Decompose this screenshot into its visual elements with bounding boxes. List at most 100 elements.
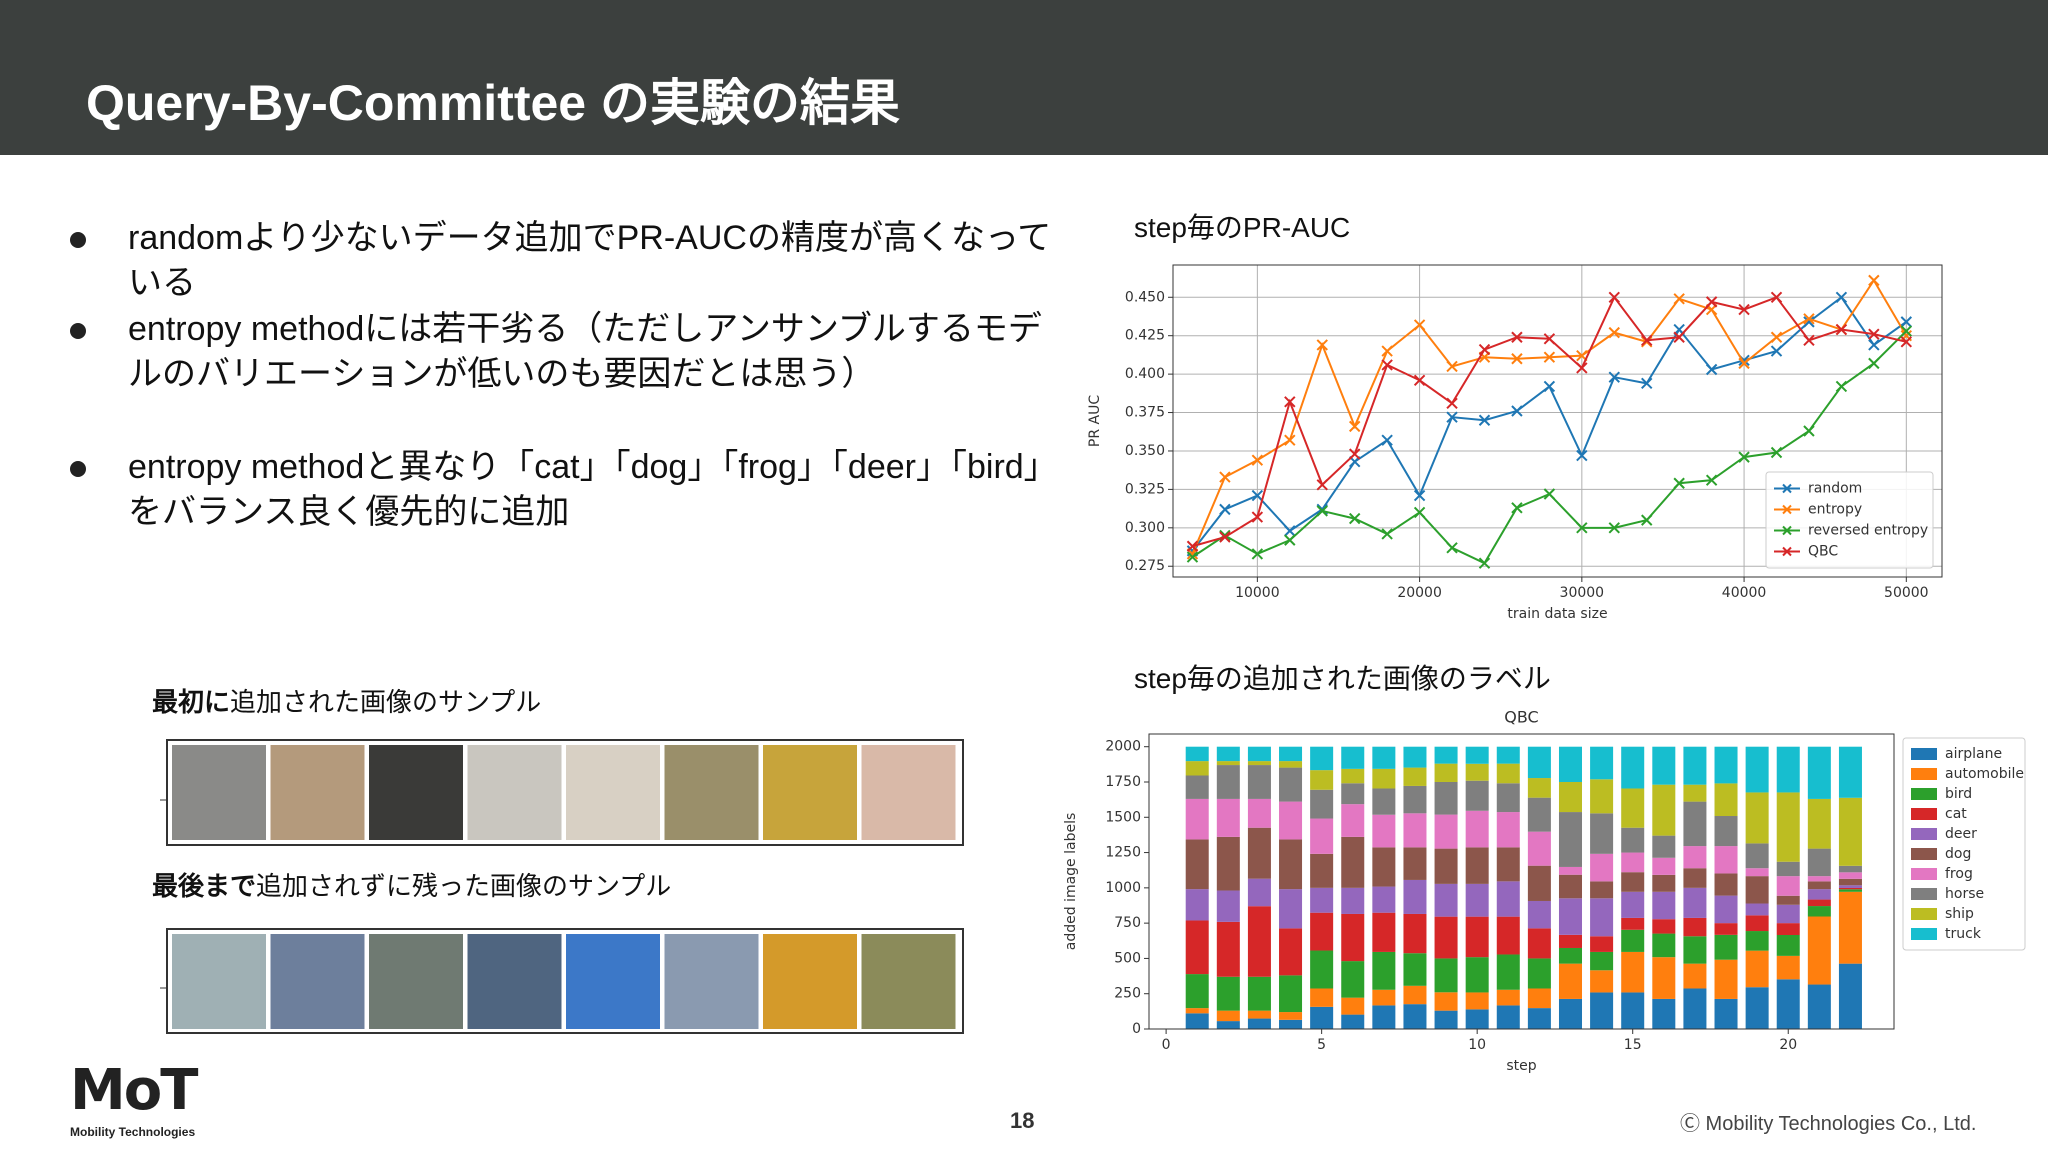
bar-segment (1745, 746, 1769, 793)
data-point (1835, 291, 1848, 303)
bar-segment (1807, 916, 1831, 985)
legend-label: frog (1945, 866, 1973, 882)
data-point (1413, 489, 1426, 502)
bar-segment (1279, 801, 1303, 840)
data-point (1641, 336, 1653, 348)
bar-segment (1652, 957, 1676, 999)
bar-segment (1434, 814, 1458, 849)
bar-segment (1683, 868, 1707, 888)
bar-segment (1341, 768, 1365, 784)
bar-segment (1683, 784, 1707, 802)
bar-segment (1434, 883, 1458, 917)
bar-segment (1527, 797, 1551, 832)
bar-segment (1496, 1005, 1520, 1029)
bar-segment (1434, 746, 1458, 764)
bar-segment (1838, 746, 1862, 798)
bar-segment (1465, 1009, 1489, 1029)
data-point (1186, 540, 1199, 552)
data-point (1316, 479, 1328, 491)
bar-segment (1496, 847, 1520, 882)
bar-segment (1403, 767, 1427, 786)
plot-frame (1148, 733, 1895, 1030)
bullet-text: entropy methodと異なり「cat」「dog」「frog」「deer」… (128, 448, 1058, 531)
bar-segment (1652, 919, 1676, 934)
header-bar (0, 0, 2048, 155)
bar-segment (1403, 813, 1427, 848)
bar-segment (1185, 839, 1209, 890)
legend-swatch (1911, 908, 1937, 920)
bar-segment (1372, 886, 1396, 913)
bar-segment (1714, 746, 1738, 784)
bar-segment (1185, 761, 1209, 776)
bar-segment (1652, 998, 1676, 1029)
data-point (1576, 362, 1588, 374)
bar-segment (1776, 979, 1800, 1029)
legend-label: automobile (1945, 766, 2024, 782)
bar-segment (1465, 847, 1489, 884)
legend-label: QBC (1808, 544, 1838, 560)
bar-segment (1372, 951, 1396, 990)
legend-swatch (1911, 808, 1937, 820)
data-point (1381, 345, 1393, 357)
bar-segment (1465, 883, 1489, 917)
bar-segment (1185, 1013, 1209, 1029)
bar-segment (1590, 779, 1614, 814)
bar-segment (1310, 1006, 1334, 1029)
data-point (1868, 357, 1880, 370)
bar-segment (1745, 843, 1769, 869)
bar-segment (1216, 761, 1240, 766)
x-axis-label: train data size (1507, 606, 1607, 622)
data-point (1868, 339, 1880, 351)
caption-text: 追加されずに残った画像のサンプル (256, 871, 672, 901)
bar-segment (1372, 746, 1396, 769)
bar-segment (1279, 1019, 1303, 1029)
caption-emphasis: 最初に (152, 687, 231, 717)
bar-segment (1310, 912, 1334, 951)
data-point (1348, 512, 1361, 525)
data-point (1868, 274, 1880, 287)
data-point (1511, 502, 1523, 514)
data-point (1446, 397, 1458, 410)
data-point (1673, 477, 1685, 489)
bar-segment (1372, 847, 1396, 887)
bar-segment (1838, 885, 1862, 888)
bar-segment (1527, 958, 1551, 989)
bar-segment (1683, 801, 1707, 847)
data-point (1284, 396, 1296, 408)
bar-segment (1621, 746, 1645, 789)
bullet-dot (70, 461, 86, 477)
bar-segment (1621, 827, 1645, 853)
data-point (1641, 514, 1653, 526)
data-point (1284, 525, 1296, 537)
bar-segment (1683, 887, 1707, 918)
bar-segment (1403, 746, 1427, 768)
bar-segment (1434, 781, 1458, 815)
y-tick-label: 0.325 (1125, 481, 1165, 497)
data-point (1348, 420, 1361, 433)
bar-segment (1558, 866, 1583, 875)
bullet-text: entropy methodには若干劣る（ただしアンサンブルするモデルのバリエー… (128, 310, 1042, 393)
legend-swatch (1911, 868, 1937, 880)
bar-segment (1465, 916, 1489, 958)
bar-segment (1434, 992, 1458, 1011)
y-tick-label: 2000 (1105, 739, 1141, 755)
bar-segment (1745, 903, 1769, 916)
bar-segment (1714, 846, 1738, 874)
data-point (1803, 313, 1815, 325)
bar-segment (1341, 836, 1365, 888)
bar-segment (1745, 931, 1769, 951)
bar-segment (1838, 891, 1862, 964)
data-point (1705, 474, 1718, 486)
bar-segment (1838, 889, 1862, 892)
sample-caption: 最初に追加された画像のサンプル (152, 682, 541, 719)
data-point (1511, 331, 1523, 343)
data-point (1284, 434, 1296, 446)
legend-label: deer (1945, 826, 1977, 842)
sample-image (369, 745, 463, 840)
bar-segment (1465, 763, 1489, 781)
legend-swatch (1911, 928, 1937, 940)
bar-segment (1714, 934, 1738, 960)
bar-segment (1496, 989, 1520, 1006)
bar-segment (1403, 953, 1427, 986)
bar-segment (1714, 998, 1738, 1029)
